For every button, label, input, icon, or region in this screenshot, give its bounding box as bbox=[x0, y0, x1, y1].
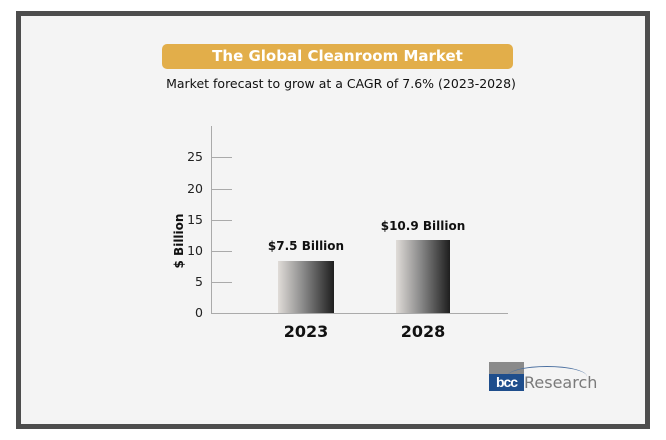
y-tick-10 bbox=[212, 251, 232, 252]
bcc-research-logo: bcc Research bbox=[489, 362, 599, 396]
x-category-2023: 2023 bbox=[283, 322, 329, 341]
chart-subtitle: Market forecast to grow at a CAGR of 7.6… bbox=[166, 76, 516, 91]
bar-value-label-2028: $10.9 Billion bbox=[380, 219, 466, 233]
bar-2028 bbox=[396, 240, 450, 313]
y-axis bbox=[211, 126, 212, 314]
y-tick-label: 25 bbox=[187, 149, 203, 164]
y-tick-label: 0 bbox=[195, 305, 203, 320]
logo-arc bbox=[507, 366, 587, 387]
y-tick-15 bbox=[212, 220, 232, 221]
y-tick-5 bbox=[212, 282, 232, 283]
logo-wordmark: Research bbox=[524, 373, 598, 392]
chart-frame: The Global Cleanroom Market Market forec… bbox=[16, 11, 650, 429]
y-tick-label: 15 bbox=[187, 212, 203, 227]
y-tick-20 bbox=[212, 189, 232, 190]
y-tick-label: 5 bbox=[195, 274, 203, 289]
logo-mark: bcc bbox=[489, 374, 524, 391]
chart-title-banner: The Global Cleanroom Market bbox=[162, 44, 513, 69]
y-tick-label: 10 bbox=[187, 243, 203, 258]
y-tick-25 bbox=[212, 157, 232, 158]
x-axis bbox=[211, 313, 508, 314]
x-category-2028: 2028 bbox=[400, 322, 446, 341]
bar-2023 bbox=[278, 261, 334, 313]
bar-value-label-2023: $7.5 Billion bbox=[267, 239, 345, 253]
y-tick-label: 20 bbox=[187, 181, 203, 196]
